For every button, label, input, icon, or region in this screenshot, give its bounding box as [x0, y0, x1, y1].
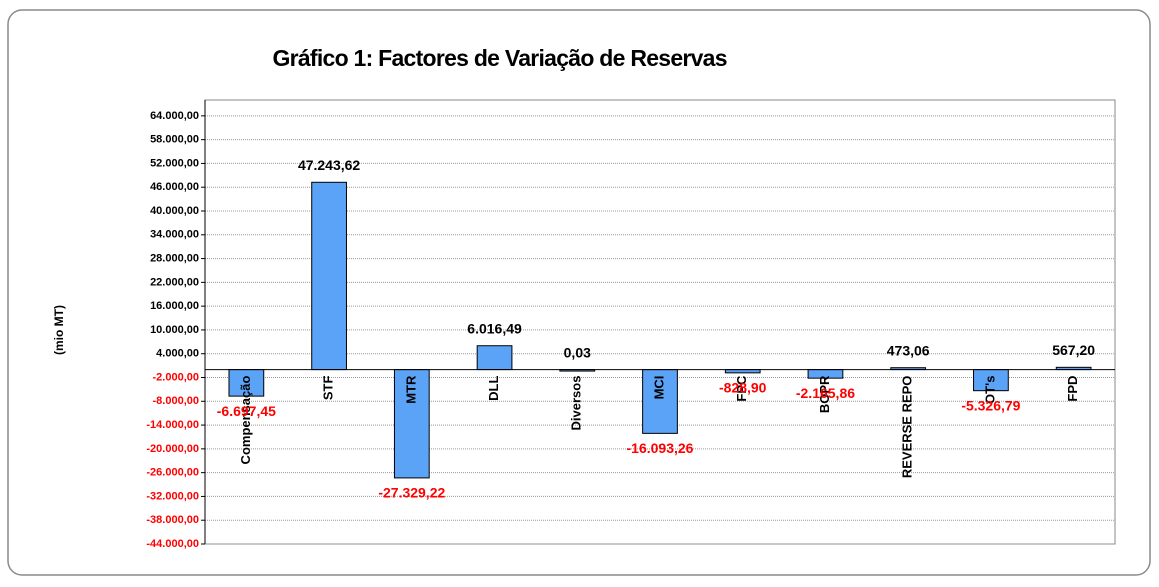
- y-tick-label: 28.000,00: [150, 252, 199, 264]
- x-tick-label: Diversos: [569, 376, 584, 431]
- bar: [476, 345, 513, 371]
- data-label: -5.326,79: [961, 397, 1020, 413]
- data-label: -16.093,26: [627, 440, 694, 456]
- data-label: -6.697,45: [217, 403, 276, 419]
- x-tick-label: OT's: [982, 376, 997, 404]
- y-tick-label: -2.000,00: [153, 371, 199, 383]
- y-tick-label: 16.000,00: [150, 300, 199, 312]
- y-tick-label: -44.000,00: [146, 538, 199, 550]
- y-tick-label: 58.000,00: [150, 134, 199, 146]
- x-tick-label: DLL: [486, 376, 501, 401]
- data-label: -27.329,22: [378, 485, 445, 501]
- plot-area: [204, 99, 1116, 545]
- data-label: 567,20: [1052, 342, 1095, 358]
- bar: [228, 369, 265, 397]
- y-tick-label: 64.000,00: [150, 110, 199, 122]
- y-tick-label: 10.000,00: [150, 324, 199, 336]
- x-tick-label: BOPR: [817, 375, 832, 413]
- x-tick-label: STF: [321, 376, 336, 401]
- bar: [311, 181, 347, 371]
- data-label: 47.243,62: [298, 157, 360, 173]
- y-tick-label: -14.000,00: [146, 419, 199, 431]
- y-tick-label: -20.000,00: [146, 443, 199, 455]
- data-label: -828,90: [719, 380, 767, 396]
- x-tick-label: REVERSE REPO: [900, 376, 915, 479]
- y-tick-label: 4.000,00: [156, 348, 199, 360]
- chart-title: Gráfico 1: Factores de Variação de Reser…: [273, 45, 728, 71]
- data-label: 0,03: [564, 344, 591, 360]
- x-tick-label: FPC: [734, 375, 749, 402]
- y-tick-label: -38.000,00: [146, 514, 199, 526]
- bar: [393, 369, 430, 479]
- y-tick-label: 34.000,00: [150, 229, 199, 241]
- y-tick-label: -26.000,00: [146, 467, 199, 479]
- x-tick-label: Compensação: [238, 376, 253, 465]
- y-tick-label: 22.000,00: [150, 276, 199, 288]
- data-label: 6.016,49: [467, 320, 522, 336]
- x-tick-label: FPD: [1065, 376, 1080, 402]
- bar: [642, 369, 678, 434]
- y-tick-label: 46.000,00: [150, 181, 199, 193]
- y-tick-label: -32.000,00: [146, 490, 199, 502]
- data-label: 473,06: [887, 342, 930, 358]
- data-label: -2.165,86: [796, 385, 855, 401]
- y-tick-label: 40.000,00: [150, 205, 199, 217]
- y-tick-label: 52.000,00: [150, 157, 199, 169]
- y-tick-label: -8.000,00: [153, 395, 199, 407]
- x-tick-label: MTR: [403, 375, 418, 404]
- x-tick-label: MCI: [651, 376, 666, 400]
- y-axis-label: (mio MT): [52, 305, 66, 355]
